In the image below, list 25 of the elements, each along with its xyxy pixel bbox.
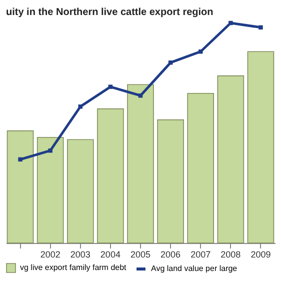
bar <box>247 51 274 244</box>
point <box>228 20 233 26</box>
x-tick-label: 2008 <box>220 250 241 260</box>
bar <box>187 93 214 244</box>
bar <box>66 139 94 244</box>
x-tick-label: 2002 <box>40 250 60 260</box>
legend-label: vg live export family farm debt <box>20 263 128 272</box>
bar <box>6 130 34 244</box>
x-tick-label: 2003 <box>70 250 90 260</box>
x-tick-label: 2007 <box>190 250 211 260</box>
x-tick-label: 2005 <box>130 250 151 260</box>
bar <box>97 108 124 244</box>
x-tick-label: 2004 <box>100 250 120 260</box>
x-tick-label: 2006 <box>160 250 181 260</box>
point <box>258 25 263 30</box>
bar <box>127 84 154 244</box>
x-tick-label: 2009 <box>250 250 271 260</box>
point <box>48 148 52 153</box>
point <box>18 157 22 162</box>
bar <box>36 137 64 244</box>
legend-label: Avg land value per large <box>151 264 238 273</box>
bar <box>157 119 184 244</box>
point <box>108 84 113 89</box>
chart-title: uity in the Northern live cattle export region <box>6 6 214 18</box>
bar <box>217 75 244 244</box>
